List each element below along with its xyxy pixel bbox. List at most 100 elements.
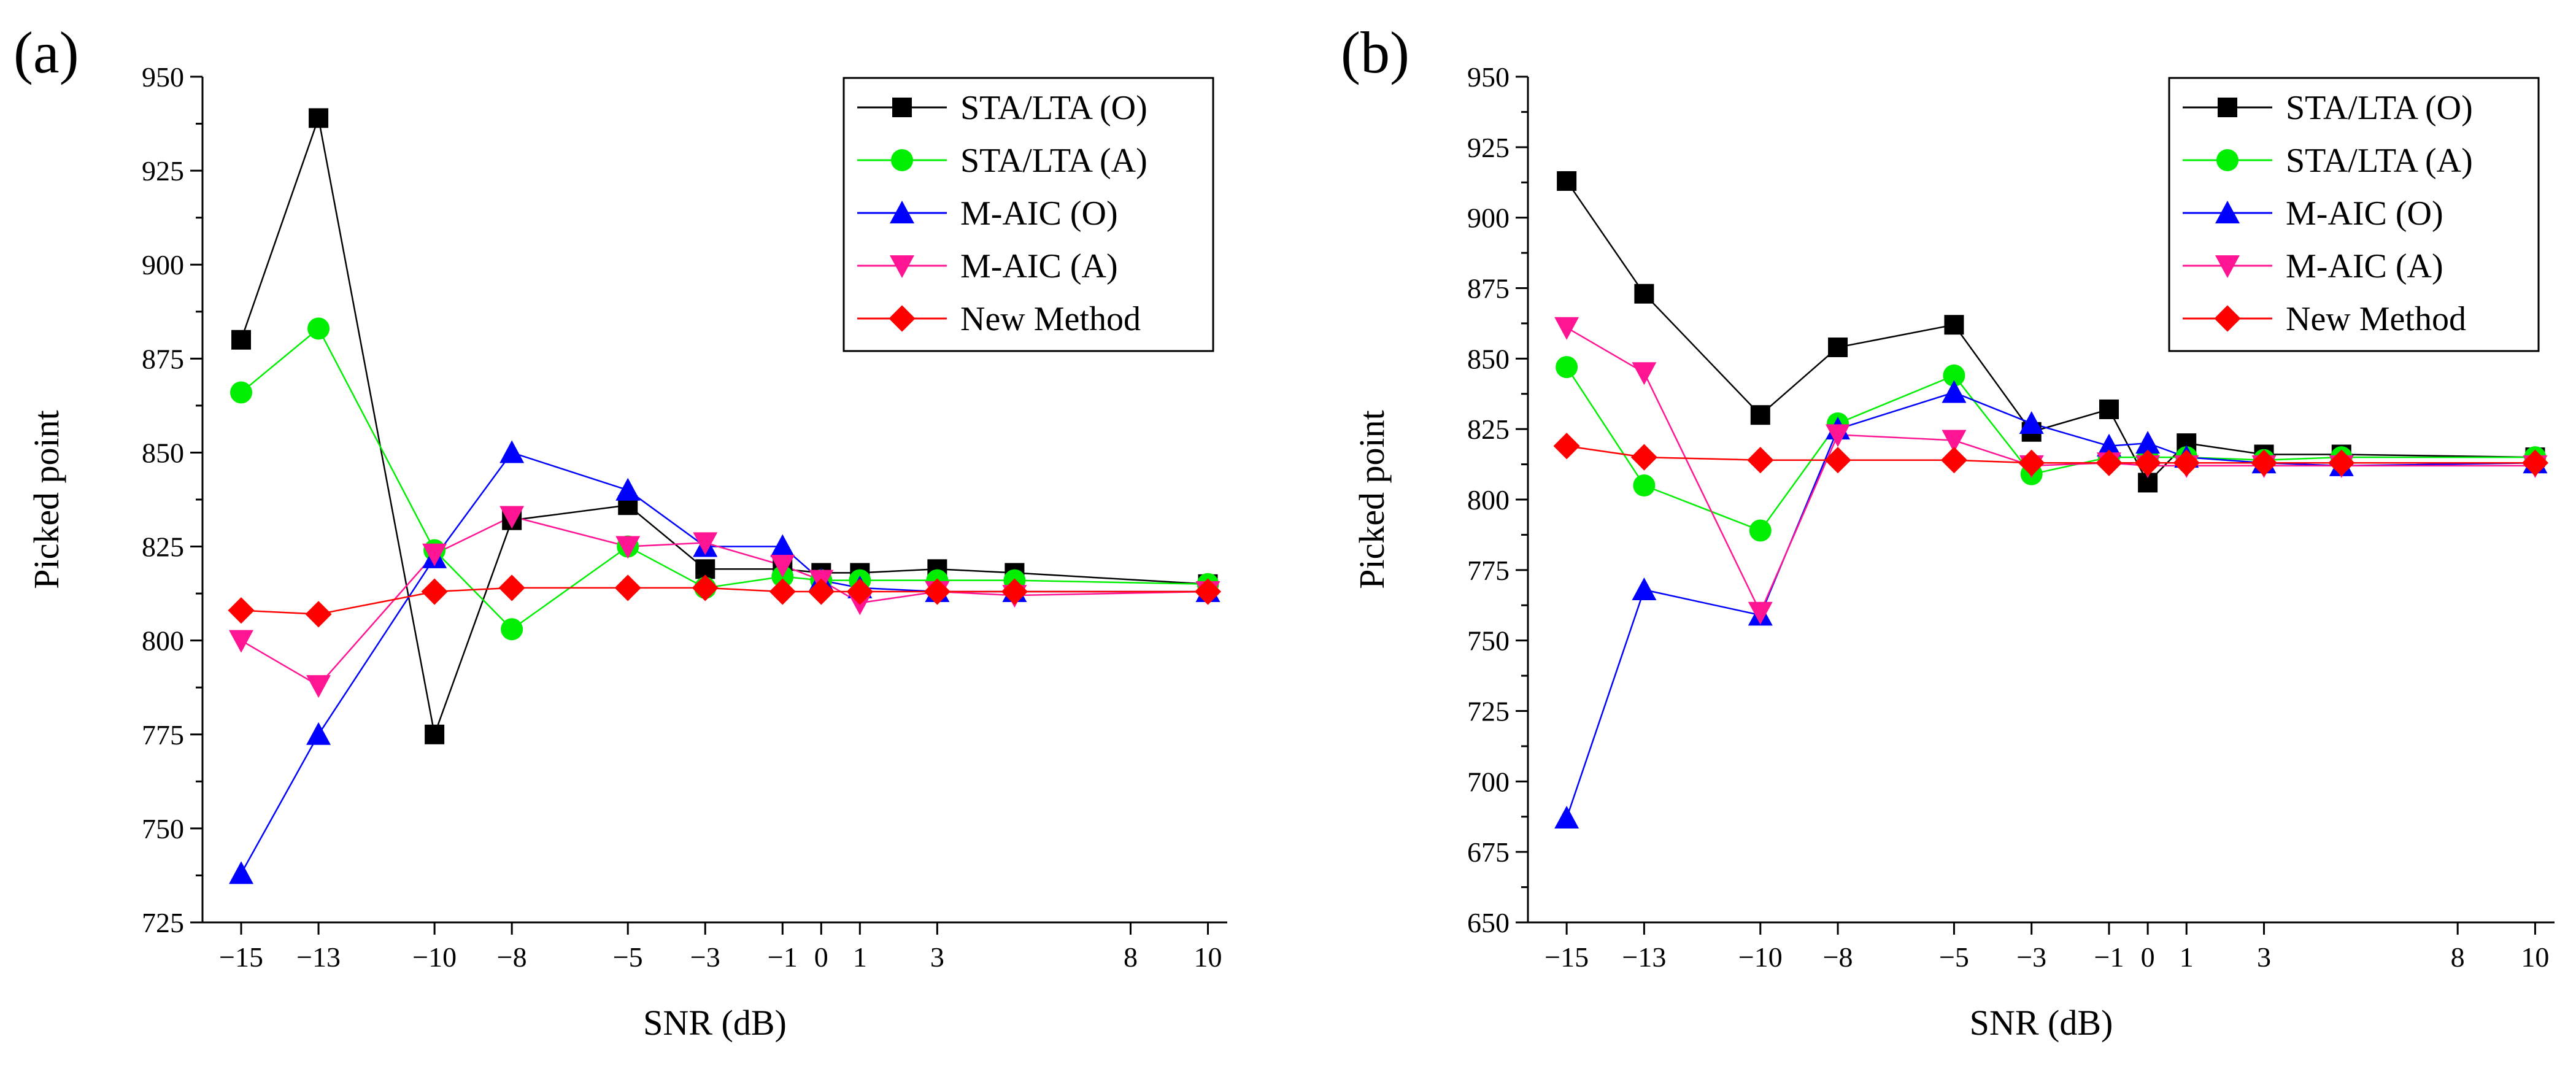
- data-point: [2134, 449, 2161, 476]
- y-tick-label: 900: [1467, 203, 1510, 234]
- y-tick-label: 875: [142, 343, 184, 374]
- legend-marker: [891, 149, 913, 171]
- legend-entry: STA/LTA (A): [2286, 142, 2473, 180]
- data-point: [309, 108, 329, 128]
- legend-entry: M-AIC (O): [960, 195, 1118, 233]
- legend-entry: STA/LTA (O): [960, 89, 1147, 127]
- data-point: [1556, 356, 1578, 379]
- legend-entry: New Method: [2286, 300, 2466, 338]
- data-point: [1194, 578, 1222, 605]
- y-axis-label: Picked point: [26, 410, 66, 589]
- x-tick-label: −10: [412, 941, 457, 973]
- data-point: [1557, 171, 1577, 191]
- data-point: [307, 317, 330, 340]
- series-line-1: [1566, 366, 2536, 532]
- data-point: [1943, 364, 1965, 387]
- x-tick-label: −5: [1939, 941, 1969, 973]
- data-point: [770, 555, 795, 578]
- data-point: [1750, 405, 1770, 425]
- data-point: [693, 532, 718, 555]
- series-line-1: [241, 327, 1208, 630]
- data-point: [1828, 337, 1848, 357]
- panel-label: (b): [1341, 20, 1409, 85]
- data-point: [1824, 447, 1851, 474]
- data-point: [615, 477, 641, 501]
- y-tick-label: 700: [1467, 766, 1510, 797]
- legend-marker: [2216, 149, 2239, 171]
- legend-marker: [892, 98, 912, 117]
- data-point: [1554, 806, 1579, 829]
- y-tick-label: 825: [142, 531, 184, 563]
- legend-marker: [2215, 201, 2240, 223]
- x-tick-label: −3: [690, 941, 720, 973]
- y-tick-label: 925: [1467, 132, 1510, 163]
- y-tick-label: 950: [142, 61, 184, 93]
- legend-entry: STA/LTA (A): [960, 142, 1147, 180]
- data-point: [692, 574, 719, 601]
- data-point: [306, 675, 331, 698]
- series-line-0: [1566, 180, 2536, 484]
- data-point: [808, 578, 835, 605]
- data-point: [2018, 449, 2045, 476]
- data-point: [2521, 449, 2549, 476]
- x-tick-label: 8: [2451, 941, 2465, 973]
- data-point: [421, 578, 448, 605]
- x-tick-label: −15: [219, 941, 263, 973]
- data-point: [1632, 577, 1657, 600]
- y-axis-label: Picked point: [1352, 410, 1392, 589]
- y-tick-label: 800: [1467, 484, 1510, 516]
- data-point: [501, 618, 523, 641]
- y-tick-label: 925: [142, 155, 184, 187]
- data-point: [229, 630, 254, 653]
- data-point: [615, 536, 641, 559]
- y-tick-label: 825: [1467, 414, 1510, 445]
- legend-entry: M-AIC (A): [960, 247, 1118, 285]
- y-tick-label: 775: [142, 719, 184, 751]
- data-point: [1749, 519, 1772, 542]
- y-tick-label: 650: [1467, 907, 1510, 938]
- x-tick-label: −10: [1738, 941, 1783, 973]
- legend-marker: [890, 201, 914, 223]
- data-point: [229, 861, 254, 884]
- legend-entry: STA/LTA (O): [2286, 89, 2473, 127]
- data-point: [228, 597, 255, 624]
- y-tick-label: 750: [142, 813, 184, 844]
- data-point: [425, 724, 445, 744]
- data-point: [924, 578, 951, 605]
- data-point: [1826, 424, 1851, 447]
- data-point: [614, 574, 641, 601]
- legend: STA/LTA (O) STA/LTA (A) M-AIC (O) M-AIC (A)…: [2168, 77, 2540, 352]
- y-tick-label: 725: [1467, 696, 1510, 727]
- x-axis-label: SNR (dB): [643, 1003, 787, 1043]
- data-point: [1633, 474, 1656, 497]
- data-point: [1553, 433, 1580, 460]
- legend-marker: [890, 255, 914, 278]
- y-tick-label: 900: [142, 249, 184, 280]
- y-tick-label: 950: [1467, 61, 1510, 93]
- y-tick-label: 850: [142, 437, 184, 468]
- data-point: [1747, 447, 1774, 474]
- x-tick-label: 0: [2141, 941, 2155, 973]
- x-tick-label: −8: [497, 941, 527, 973]
- legend-marker: [889, 305, 916, 332]
- series-line-3: [1566, 326, 2536, 614]
- data-point: [1634, 284, 1654, 304]
- data-point: [2173, 449, 2200, 476]
- x-tick-label: −1: [2094, 941, 2124, 973]
- data-point: [1942, 430, 1967, 453]
- y-tick-label: 725: [142, 907, 184, 938]
- data-point: [1748, 601, 1773, 625]
- y-tick-label: 775: [1467, 555, 1510, 586]
- legend-entry: New Method: [960, 300, 1141, 338]
- data-point: [498, 574, 525, 601]
- x-tick-label: −15: [1544, 941, 1589, 973]
- x-axis-label: SNR (dB): [1970, 1003, 2113, 1043]
- data-point: [1630, 444, 1657, 471]
- data-point: [2328, 449, 2355, 476]
- series-line-2: [1565, 392, 2536, 819]
- data-point: [1942, 380, 1967, 403]
- data-point: [846, 578, 873, 605]
- x-tick-label: 1: [853, 941, 867, 973]
- data-point: [2019, 411, 2044, 434]
